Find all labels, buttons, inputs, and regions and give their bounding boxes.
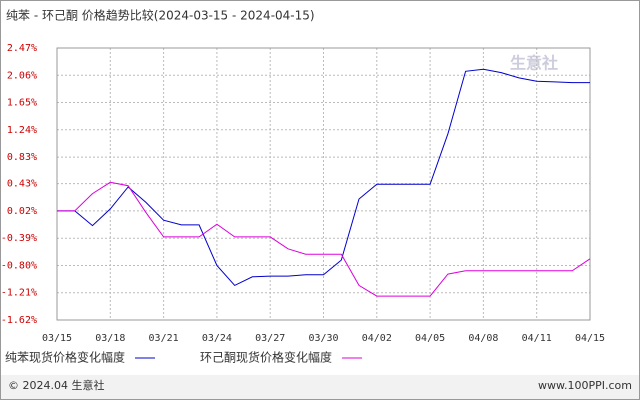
y-tick-label: 0.43% bbox=[7, 179, 37, 190]
footer-left: © 2024.04 生意社 bbox=[8, 378, 104, 392]
x-tick-label: 03/24 bbox=[202, 333, 232, 344]
x-tick-label: 04/05 bbox=[415, 333, 445, 344]
x-tick-label: 03/18 bbox=[95, 333, 125, 344]
y-tick-label: -0.80% bbox=[1, 260, 37, 271]
footer-band bbox=[1, 375, 639, 399]
legend-label: 纯苯现货价格变化幅度 bbox=[5, 350, 125, 365]
y-tick-label: 1.65% bbox=[7, 98, 37, 109]
x-tick-label: 04/02 bbox=[362, 333, 392, 344]
x-tick-label: 04/08 bbox=[468, 333, 498, 344]
series-line bbox=[57, 181, 591, 297]
series-line bbox=[57, 68, 590, 287]
x-tick-label: 03/15 bbox=[42, 333, 72, 344]
y-tick-label: 0.83% bbox=[7, 152, 37, 163]
y-tick-label: -0.39% bbox=[1, 233, 37, 244]
x-tick-label: 03/21 bbox=[149, 333, 179, 344]
x-tick-label: 03/30 bbox=[308, 333, 338, 344]
y-tick-label: 1.24% bbox=[7, 125, 37, 136]
legend-label: 环己酮现货价格变化幅度 bbox=[200, 350, 332, 365]
x-tick-label: 04/15 bbox=[575, 333, 605, 344]
x-tick-label: 04/11 bbox=[522, 333, 552, 344]
chart-title: 纯苯 - 环己酮 价格趋势比较(2024-03-15 - 2024-04-15) bbox=[6, 8, 315, 23]
y-tick-label: 2.06% bbox=[7, 70, 37, 81]
y-tick-label: 0.02% bbox=[7, 206, 37, 217]
watermark: 生意社 bbox=[510, 54, 558, 73]
y-tick-label: -1.21% bbox=[1, 288, 37, 299]
y-tick-label: -1.62% bbox=[1, 315, 37, 326]
plot-border bbox=[56, 47, 591, 321]
footer-right: www.100PPI.com bbox=[538, 379, 632, 392]
x-tick-label: 03/27 bbox=[255, 333, 285, 344]
y-tick-label: 2.47% bbox=[7, 43, 37, 54]
